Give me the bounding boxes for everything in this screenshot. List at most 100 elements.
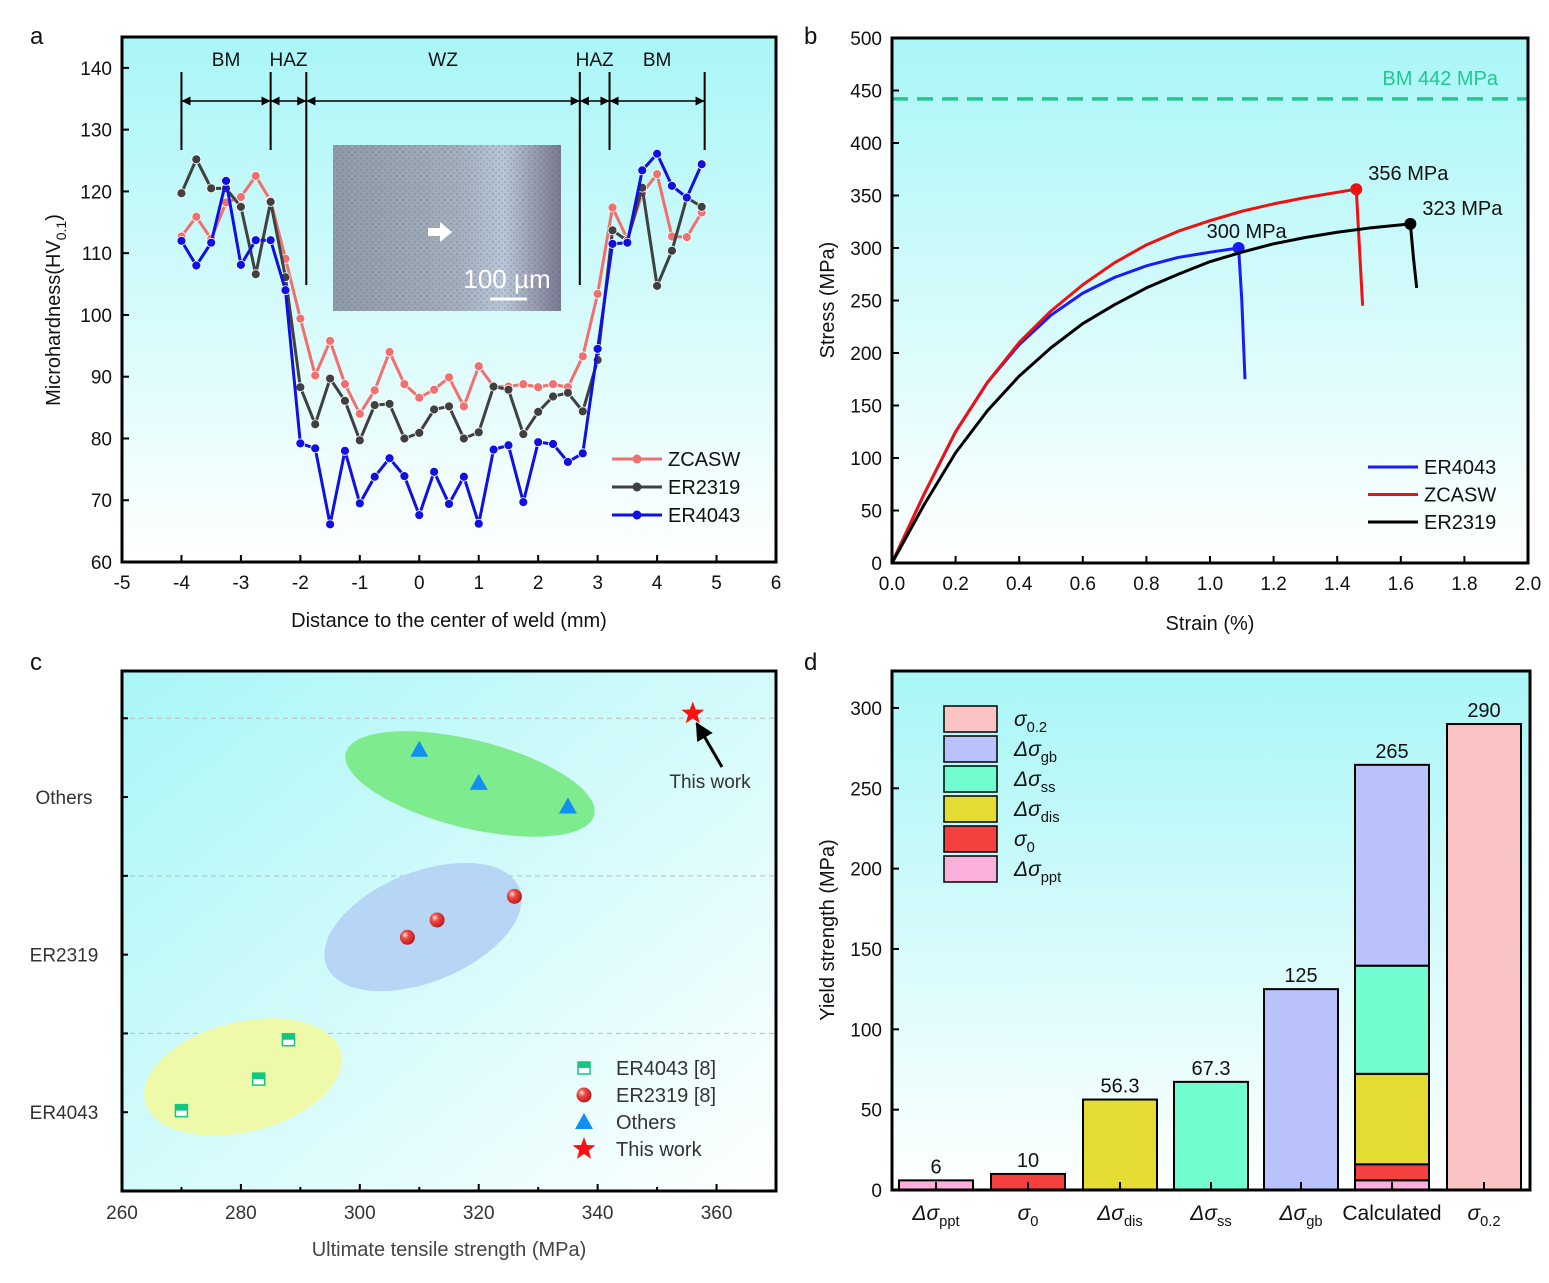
legend-swatch	[943, 735, 998, 763]
y-tick-label: 130	[80, 121, 112, 142]
data-point	[236, 260, 246, 270]
data-point	[176, 188, 187, 199]
x-tick-label: Δσgb	[1278, 1202, 1322, 1230]
panel-letter-c: c	[30, 649, 42, 676]
zone-label: WZ	[428, 50, 458, 71]
bar-group: 67.3 Δσss	[1173, 1058, 1249, 1230]
data-point	[340, 445, 350, 456]
panel-c-strength-comparison-chart: This work ER4043 [8] ER2319 [8] Others This …	[30, 669, 778, 1224]
y-tick-label: 200	[850, 860, 882, 881]
legend-label: ER4043	[1424, 457, 1496, 479]
y-category-label: ER2319	[30, 946, 99, 967]
data-point	[429, 384, 440, 395]
this-work-annotation: This work	[669, 772, 751, 793]
triangle-marker	[575, 1113, 593, 1129]
y-tick-label: 120	[80, 182, 112, 203]
legend-marker	[632, 510, 642, 520]
y-tick-label: 100	[850, 449, 882, 470]
data-point	[444, 401, 454, 412]
half-square-fill	[175, 1104, 188, 1111]
sphere-marker	[399, 929, 415, 945]
data-point	[577, 448, 588, 459]
x-tick-label: -3	[232, 573, 249, 594]
data-point	[221, 176, 231, 186]
data-point	[667, 180, 677, 191]
x-tick-label: -2	[292, 573, 309, 594]
y-category-label: ER4043	[30, 1103, 99, 1124]
peak-marker	[1350, 183, 1363, 196]
data-point	[563, 387, 573, 398]
zone-label: BM	[212, 50, 241, 71]
panel-c-x-axis-label: Ultimate tensile strength (MPa)	[312, 1239, 587, 1261]
y-tick-label: 250	[850, 292, 882, 313]
series-ZCASW: 356 MPa	[890, 163, 1449, 564]
y-tick-label: 60	[91, 553, 112, 574]
panel-a-x-axis-label: Distance to the center of weld (mm)	[291, 610, 607, 632]
star-marker	[681, 701, 705, 724]
data-point	[548, 439, 558, 449]
x-tick-label: Δσdis	[1096, 1202, 1143, 1230]
star-marker	[572, 1137, 596, 1159]
panel-a-hardness-chart: 100 µm BM HAZ WZ HAZ BM ZCASW ER2319 ER4043 -5 -4 -…	[43, 35, 781, 594]
er2319-cluster-ellipse	[324, 862, 522, 992]
weld-zones: BM HAZ WZ HAZ BM	[180, 50, 706, 285]
y-tick-label: 300	[850, 239, 882, 260]
legend-label: ER4043 [8]	[616, 1058, 716, 1080]
data-point	[444, 499, 454, 509]
x-tick-label: σ0.2	[1467, 1202, 1500, 1230]
panel-d-y-axis-label: Yield strength (MPa)	[817, 839, 839, 1021]
data-point	[354, 498, 365, 509]
white-arrow-icon	[428, 222, 452, 242]
sphere-marker	[506, 888, 522, 904]
data-point	[681, 232, 692, 243]
data-point	[681, 192, 692, 203]
x-tick-label: 260	[106, 1203, 138, 1224]
x-tick-label: 1.0	[1197, 574, 1223, 595]
data-point	[384, 347, 395, 357]
data-point	[414, 392, 425, 403]
bar-segment-ss	[1354, 964, 1430, 1075]
y-tick-label: 400	[850, 134, 882, 155]
legend-label: Δσppt	[1013, 858, 1061, 886]
data-point	[518, 429, 529, 440]
data-point	[295, 438, 306, 449]
x-tick-label: 0.4	[1006, 574, 1033, 595]
data-point	[577, 406, 588, 417]
bar-segment-s0	[1354, 1163, 1430, 1182]
this-work-arrow	[695, 721, 724, 768]
data-point	[473, 361, 484, 372]
data-point	[473, 427, 484, 438]
y-tick-label: 50	[861, 1101, 882, 1122]
data-point	[176, 235, 187, 246]
panel-letter-b: b	[804, 23, 817, 50]
data-point	[503, 440, 514, 451]
y-tick-label: 450	[850, 82, 882, 103]
data-point	[533, 382, 544, 393]
x-tick-label: 2.0	[1515, 574, 1541, 595]
peak-label: 323 MPa	[1422, 198, 1503, 220]
panel-b-stress-strain-chart: BM 442 MPa 300 MPa 356 MPa 323 MPa ER4043 ZCA…	[850, 29, 1541, 595]
x-tick-label: 4	[652, 573, 663, 594]
data-point	[577, 351, 588, 362]
plot-frame	[120, 669, 778, 1193]
stress-strain-curve	[890, 187, 1365, 564]
legend-label: This work	[616, 1139, 703, 1161]
legend-label: ER2319	[668, 477, 740, 499]
data-point	[250, 171, 261, 181]
data-point	[206, 237, 217, 248]
data-point	[369, 471, 380, 482]
x-tick-label: 300	[344, 1203, 376, 1224]
data-point	[250, 235, 261, 246]
legend-label: σ0	[1014, 828, 1035, 856]
x-tick-label: 3	[592, 573, 603, 594]
triangle-marker	[410, 740, 429, 757]
data-point	[548, 379, 558, 390]
data-point	[295, 382, 306, 393]
y-tick-label: 0	[871, 554, 882, 575]
data-point	[607, 239, 618, 249]
plot-background	[892, 38, 1528, 563]
data-point	[236, 201, 246, 212]
data-point	[414, 428, 425, 438]
data-point	[325, 373, 335, 384]
